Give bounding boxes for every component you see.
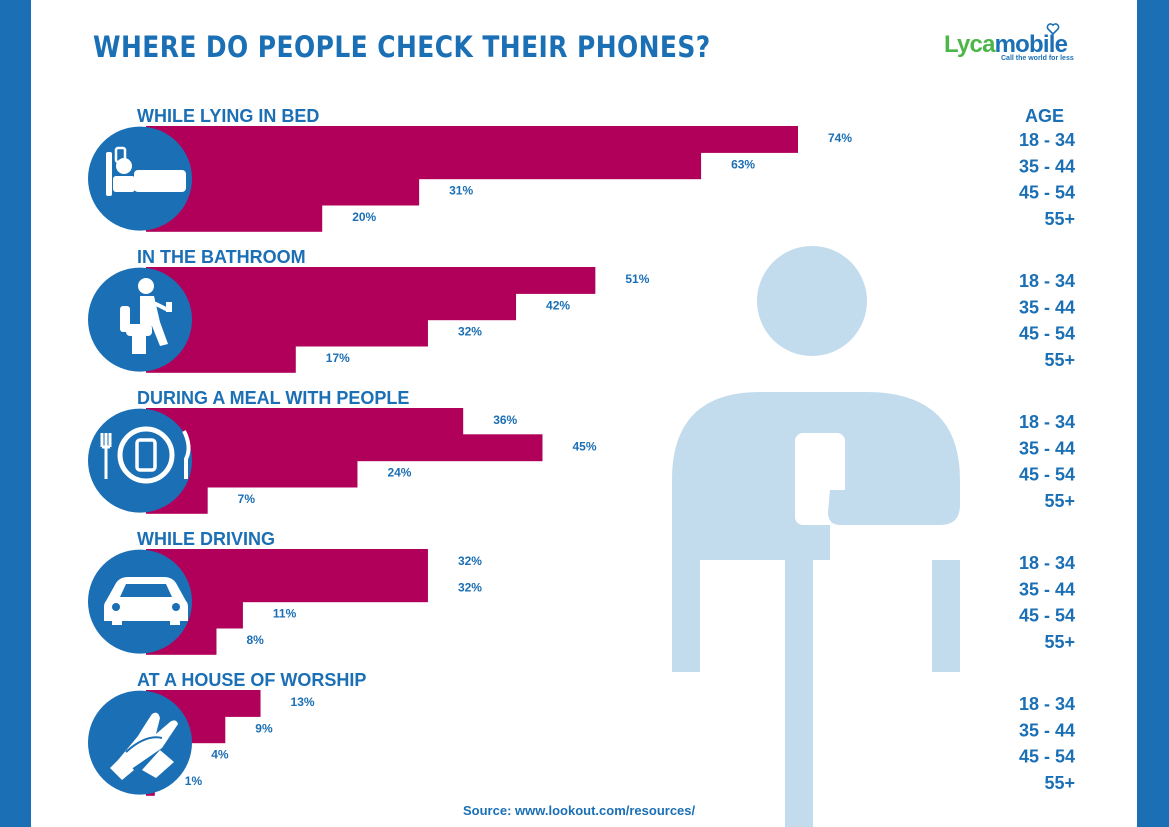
person-head [757,246,867,356]
age-group-label: 35 - 44 [1019,579,1075,599]
praying-hands-icon [110,712,178,780]
value-label: 32% [458,554,482,568]
source-note: Source: www.lookout.com/resources/ [463,803,696,818]
age-group-label: 45 - 54 [1019,465,1075,485]
heart-icon [1046,23,1060,36]
value-label: 32% [458,325,482,339]
value-label: 63% [731,157,755,171]
bar [146,293,517,321]
plate-phone-icon [100,426,191,484]
person-figure [672,246,960,827]
value-label: 42% [546,298,570,312]
value-label: 24% [387,466,411,480]
page-title: WHERE DO PEOPLE CHECK THEIR PHONES? [93,30,711,64]
age-group-label: 55+ [1044,491,1075,511]
age-group-label: 45 - 54 [1019,324,1075,344]
age-group-label: 55+ [1044,209,1075,229]
category-label: AT A HOUSE OF WORSHIP [137,670,366,690]
bar [146,408,464,435]
age-group-label: 45 - 54 [1019,747,1075,767]
category-label: DURING A MEAL WITH PEOPLE [137,388,409,408]
logo-tagline: Call the world for less [1001,55,1074,62]
category-icon-badge [88,408,192,513]
age-group-label: 35 - 44 [1019,156,1075,176]
left-edge-band [0,0,31,827]
age-group-label: 35 - 44 [1019,297,1075,317]
category-label: WHILE LYING IN BED [137,106,319,126]
bed-icon [106,146,186,196]
age-group-label: 45 - 54 [1019,183,1075,203]
age-group-label: 45 - 54 [1019,606,1075,626]
age-group-label: 55+ [1044,632,1075,652]
age-group-label: 18 - 34 [1019,694,1075,714]
age-group-label: 18 - 34 [1019,412,1075,432]
value-label: 1% [185,774,203,788]
value-label: 45% [572,439,596,453]
value-label: 74% [828,131,852,145]
value-label: 7% [238,492,256,506]
bar [146,434,543,462]
value-label: 9% [255,721,273,735]
category-label: WHILE DRIVING [137,529,275,549]
right-edge-band [1137,0,1169,827]
age-group-label: 55+ [1044,773,1075,793]
bar [146,126,798,153]
value-label: 31% [449,184,473,198]
bar [146,267,596,294]
bar [146,319,428,347]
value-label: 13% [291,695,315,709]
value-label: 11% [273,607,297,621]
value-label: 8% [246,633,264,647]
age-group-label: 18 - 34 [1019,553,1075,573]
value-label: 32% [458,580,482,594]
brand-logo: Lycamobile Call the world for less [944,23,1084,68]
logo-wordmark-green: Lyca [944,31,995,58]
age-group-label: 18 - 34 [1019,271,1075,291]
bar [146,549,428,576]
toilet-icon [120,278,172,354]
person-forearm [828,490,950,525]
value-label: 36% [493,413,517,427]
value-label: 20% [352,210,376,224]
value-label: 51% [625,272,649,286]
category-label: IN THE BATHROOM [137,247,306,267]
car-icon [104,577,188,625]
age-group-label: 55+ [1044,350,1075,370]
value-label: 4% [211,748,229,762]
bar [146,152,702,180]
logo-wordmark-blue: mobile [994,31,1068,58]
logo-wordmark: Lycamobile [944,31,1068,59]
age-group-label: 35 - 44 [1019,438,1075,458]
bar [146,575,428,603]
age-group-label: 18 - 34 [1019,130,1075,150]
value-label: 17% [326,351,350,365]
age-header: AGE [1025,106,1064,126]
age-group-label: 35 - 44 [1019,720,1075,740]
